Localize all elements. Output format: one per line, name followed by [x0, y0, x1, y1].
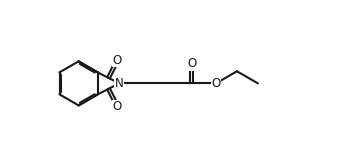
Text: O: O	[211, 77, 221, 90]
Text: N: N	[115, 77, 124, 90]
Text: O: O	[113, 54, 122, 67]
Text: O: O	[113, 100, 122, 113]
Text: O: O	[187, 57, 197, 70]
